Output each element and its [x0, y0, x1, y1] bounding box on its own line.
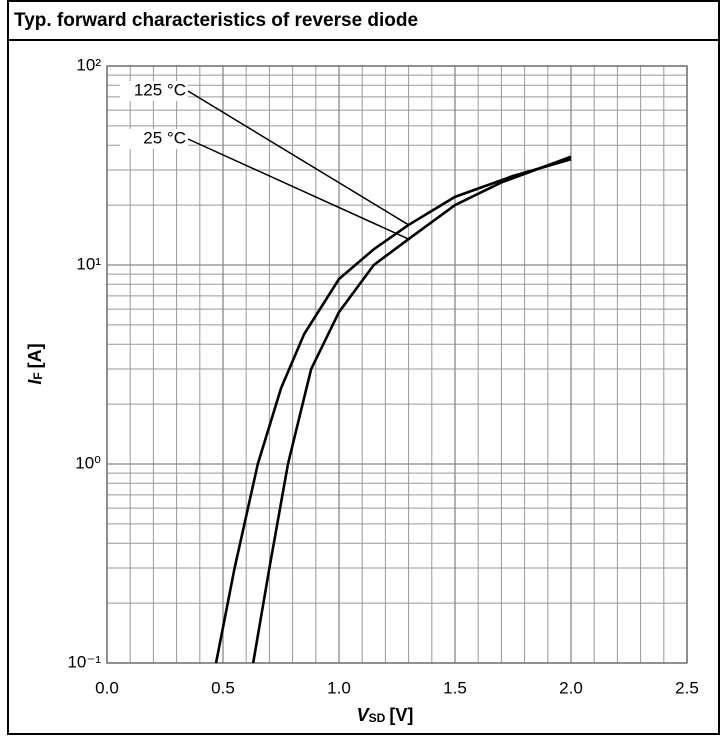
- label-bg: [120, 129, 188, 149]
- x-label-symbol: V: [357, 705, 371, 725]
- y-tick-label: 10⁻¹: [67, 652, 101, 671]
- x-label-unit: [V]: [389, 705, 413, 725]
- y-tick-label: 10⁰: [75, 453, 101, 472]
- x-label-subscript: SD: [369, 711, 386, 725]
- x-tick-label: 2.0: [559, 678, 583, 697]
- plot-border: [106, 65, 688, 664]
- x-tick-label: 0.5: [211, 678, 235, 697]
- y-label-symbol: I: [25, 379, 45, 385]
- label-bg: [120, 81, 188, 101]
- x-tick-label: 1.5: [443, 678, 467, 697]
- series-line: [251, 155, 572, 664]
- series-line: [214, 157, 572, 664]
- y-tick-label: 10²: [76, 55, 101, 74]
- series-label: 25 °C: [143, 128, 186, 147]
- x-tick-label: 0.0: [95, 678, 119, 697]
- leader-line: [187, 138, 409, 240]
- frame: [7, 0, 720, 735]
- x-tick-label: 2.5: [675, 678, 699, 697]
- leader-line: [187, 90, 409, 226]
- series-label: 125 °C: [134, 80, 186, 99]
- y-axis-label: IF [A]: [25, 343, 45, 384]
- x-axis-label: VSD [V]: [357, 705, 414, 725]
- y-tick-label: 10¹: [76, 254, 101, 273]
- x-tick-label: 1.0: [327, 678, 351, 697]
- y-label-unit: [A]: [25, 343, 45, 368]
- y-label-subscript: F: [31, 372, 45, 379]
- chart-title: Typ. forward characteristics of reverse …: [14, 10, 418, 31]
